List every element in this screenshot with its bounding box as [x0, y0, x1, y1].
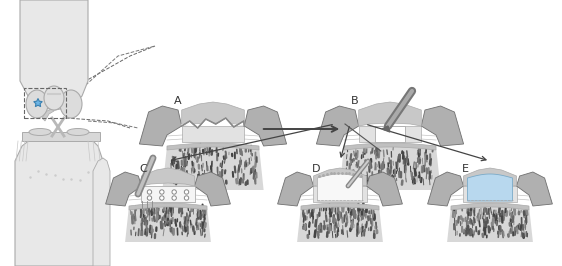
Polygon shape — [314, 168, 366, 186]
Polygon shape — [301, 203, 379, 210]
Bar — [24, 88, 66, 118]
Polygon shape — [422, 106, 464, 146]
Polygon shape — [142, 186, 194, 202]
Text: E: E — [461, 164, 469, 174]
Polygon shape — [167, 143, 259, 150]
Polygon shape — [142, 186, 194, 202]
Polygon shape — [359, 102, 422, 126]
Polygon shape — [42, 108, 54, 121]
Polygon shape — [142, 168, 194, 186]
Polygon shape — [344, 143, 436, 150]
Polygon shape — [15, 136, 103, 266]
Polygon shape — [464, 186, 516, 202]
Polygon shape — [464, 168, 516, 186]
Polygon shape — [428, 172, 464, 206]
Circle shape — [184, 190, 189, 194]
Ellipse shape — [67, 128, 89, 135]
Circle shape — [172, 196, 176, 200]
Circle shape — [160, 196, 164, 200]
Circle shape — [184, 196, 189, 200]
Text: D: D — [311, 164, 320, 174]
Circle shape — [160, 190, 164, 194]
Circle shape — [147, 196, 152, 200]
Ellipse shape — [44, 86, 64, 110]
Text: A: A — [174, 96, 182, 106]
Polygon shape — [375, 126, 405, 142]
Polygon shape — [182, 118, 244, 128]
Polygon shape — [93, 158, 110, 266]
Text: B: B — [351, 96, 359, 106]
Circle shape — [172, 190, 176, 194]
Ellipse shape — [60, 90, 82, 118]
Polygon shape — [162, 146, 264, 190]
Polygon shape — [314, 186, 366, 202]
Polygon shape — [106, 172, 142, 206]
Text: C: C — [139, 164, 147, 174]
Polygon shape — [244, 106, 287, 146]
Bar — [22, 132, 100, 141]
Polygon shape — [447, 206, 533, 242]
Circle shape — [147, 190, 152, 194]
Polygon shape — [318, 174, 362, 201]
Polygon shape — [182, 102, 244, 126]
Polygon shape — [316, 106, 359, 146]
Polygon shape — [451, 203, 529, 210]
Polygon shape — [129, 203, 207, 210]
Polygon shape — [125, 206, 211, 242]
Polygon shape — [382, 126, 390, 132]
Polygon shape — [278, 172, 314, 206]
Polygon shape — [339, 146, 441, 190]
Polygon shape — [366, 172, 402, 206]
Polygon shape — [34, 98, 42, 107]
Polygon shape — [359, 126, 422, 142]
Ellipse shape — [26, 90, 48, 118]
Polygon shape — [139, 106, 182, 146]
Ellipse shape — [29, 128, 51, 135]
Polygon shape — [516, 172, 552, 206]
Polygon shape — [297, 206, 383, 242]
Polygon shape — [194, 172, 230, 206]
Polygon shape — [468, 174, 513, 201]
Polygon shape — [20, 0, 88, 110]
Polygon shape — [182, 126, 244, 142]
